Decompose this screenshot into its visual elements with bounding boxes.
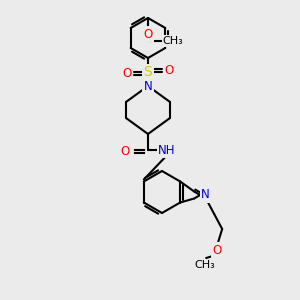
Text: CH₃: CH₃ (163, 36, 183, 46)
Text: S: S (144, 65, 152, 79)
Text: O: O (213, 244, 222, 256)
Text: NH: NH (158, 143, 176, 157)
Text: N: N (201, 188, 210, 202)
Text: O: O (143, 28, 153, 40)
Text: O: O (164, 64, 174, 77)
Text: N: N (144, 80, 152, 92)
Text: O: O (122, 67, 132, 80)
Text: CH₃: CH₃ (195, 260, 216, 270)
Text: O: O (120, 145, 130, 158)
